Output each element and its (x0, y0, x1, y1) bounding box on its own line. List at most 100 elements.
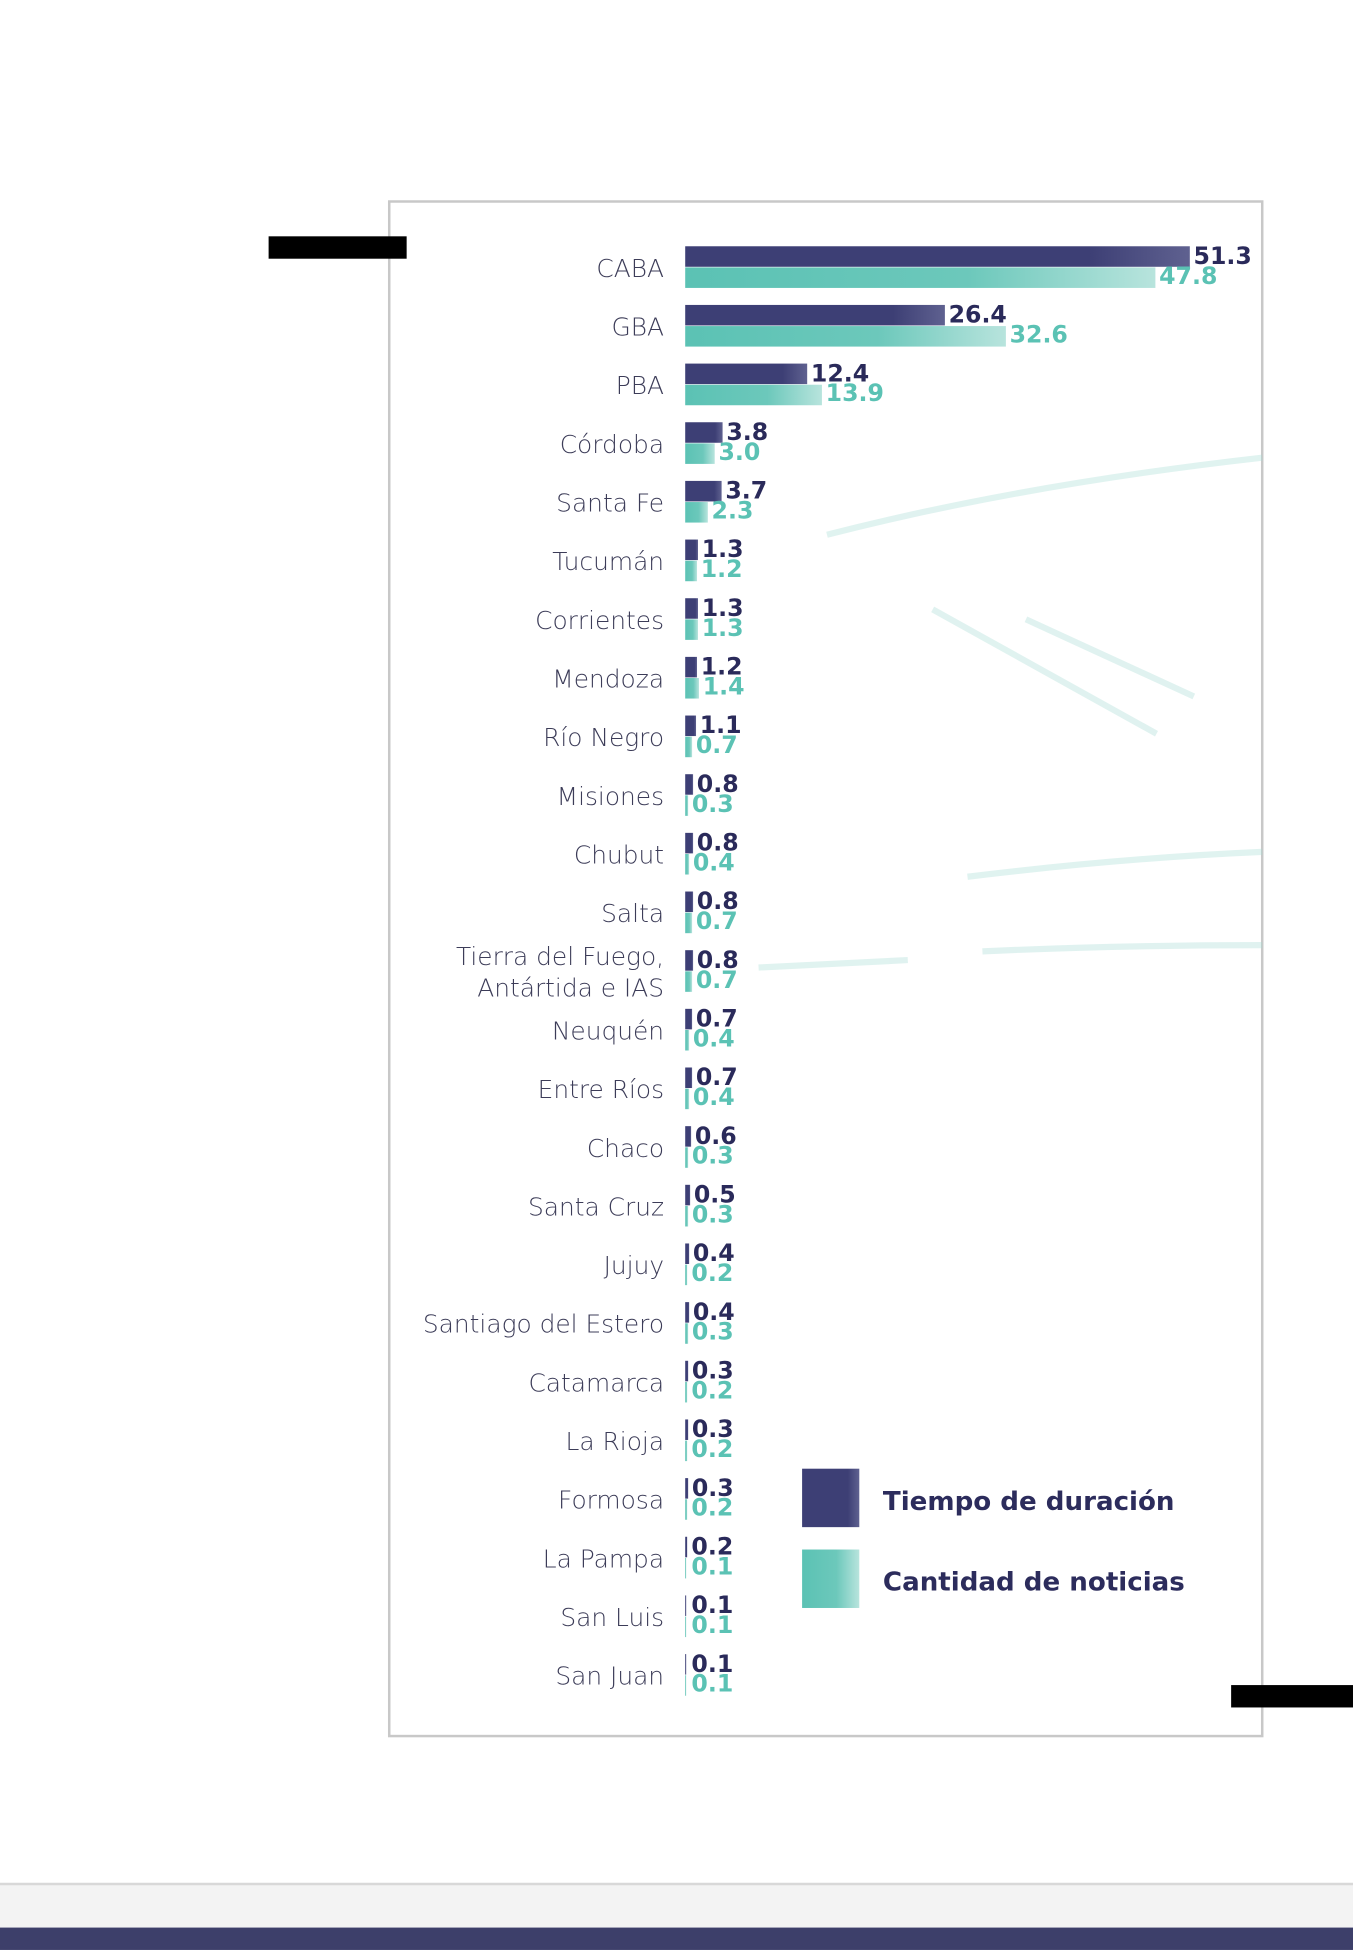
category-label: Córdoba (560, 430, 664, 459)
category-label: Tierra del Fuego, Antártida e IAS (456, 942, 664, 1002)
value-label: 0.2 (691, 1435, 733, 1463)
bar (685, 480, 722, 502)
bar (685, 1595, 687, 1616)
value-label: 1.3 (702, 535, 744, 563)
category-label: Santiago del Estero (423, 1310, 664, 1339)
value-label: 12.4 (811, 359, 869, 387)
bar (685, 774, 694, 795)
bar (685, 246, 1190, 267)
bar (685, 1536, 688, 1558)
category-label: San Juan (555, 1662, 664, 1691)
bar (685, 539, 698, 561)
bar (685, 1302, 690, 1323)
bar (685, 422, 723, 443)
value-label: 0.3 (692, 1142, 734, 1170)
bar (685, 1360, 689, 1382)
bar (685, 1499, 688, 1520)
value-label: 1.2 (701, 653, 743, 681)
value-label: 0.2 (691, 1376, 733, 1404)
value-label: 13.9 (826, 379, 884, 407)
value-label: 1.3 (702, 594, 744, 622)
value-label: 0.4 (693, 1298, 735, 1326)
value-label: 0.4 (693, 848, 735, 876)
value-label: 1.1 (700, 711, 742, 739)
bar (685, 971, 693, 992)
bar (685, 1440, 688, 1462)
value-label: 0.7 (696, 731, 738, 759)
bar (685, 1088, 690, 1110)
bar (685, 656, 698, 678)
value-label: 0.1 (691, 1670, 733, 1698)
category-label: La Pampa (543, 1544, 664, 1573)
bar (685, 1147, 689, 1168)
bar (685, 832, 694, 854)
value-label: 0.7 (696, 1005, 738, 1033)
value-label: 0.3 (692, 1474, 734, 1502)
bar (685, 1126, 692, 1147)
value-label: 0.3 (692, 1200, 734, 1228)
bar (685, 1008, 693, 1030)
value-label: 1.2 (701, 555, 743, 583)
bar (685, 560, 698, 582)
value-label: 0.1 (691, 1591, 733, 1619)
value-label: 0.3 (692, 1318, 734, 1346)
value-label: 0.2 (691, 1259, 733, 1287)
bar (685, 1675, 687, 1696)
bar (685, 854, 690, 875)
bar (685, 619, 698, 640)
value-label: 0.7 (696, 1063, 738, 1091)
legend-label: Cantidad de noticias (883, 1568, 1185, 1598)
category-label: Chaco (587, 1134, 664, 1163)
category-label: La Rioja (566, 1427, 665, 1456)
bar (685, 1478, 689, 1499)
plot: CABA 51.347.8 GBA 26.432.6 PBA 12.413.9 Córdob… (423, 242, 1252, 1698)
bar (685, 1557, 687, 1579)
value-label: 0.8 (697, 829, 739, 857)
value-label: 0.3 (692, 790, 734, 818)
value-label: 0.6 (695, 1122, 737, 1150)
bar (685, 1205, 689, 1227)
bar (685, 1654, 687, 1675)
category-label: Misiones (557, 782, 664, 811)
legend-label: Tiempo de duración (883, 1487, 1175, 1517)
bar (685, 715, 697, 737)
value-label: 32.6 (1010, 321, 1068, 349)
bar (685, 384, 822, 406)
value-label: 0.5 (694, 1181, 736, 1209)
category-label: Chubut (574, 840, 664, 869)
value-label: 0.8 (697, 946, 739, 974)
category-label: Salta (601, 899, 664, 928)
bar (685, 1184, 691, 1206)
bar (685, 1323, 689, 1344)
value-label: 0.4 (693, 1024, 735, 1052)
category-label: Formosa (558, 1486, 664, 1515)
redaction (1231, 1685, 1353, 1708)
category-label: Santa Cruz (528, 1192, 664, 1221)
bar (685, 502, 708, 523)
category-label: Catamarca (528, 1368, 664, 1397)
bar (685, 795, 689, 816)
category-label: Neuquén (552, 1016, 664, 1045)
footer-strip (0, 1927, 1353, 1950)
value-label: 51.3 (1194, 242, 1252, 270)
value-label: 0.3 (692, 1415, 734, 1443)
value-label: 0.1 (691, 1650, 733, 1678)
category-label: PBA (616, 371, 664, 400)
category-label: Entre Ríos (538, 1075, 664, 1104)
bar (685, 363, 808, 385)
bar (685, 1381, 688, 1403)
value-label: 0.4 (693, 1239, 735, 1267)
bar (685, 1616, 687, 1638)
value-label: 1.4 (703, 672, 745, 700)
value-label: 0.8 (697, 887, 739, 915)
bar (685, 1264, 688, 1286)
bar (685, 736, 693, 758)
category-label: Jujuy (604, 1251, 664, 1280)
category-label: Corrientes (535, 606, 664, 635)
category-label: Santa Fe (556, 489, 664, 518)
value-label: 0.1 (691, 1552, 733, 1580)
legend: Tiempo de duración Cantidad de noticias (802, 1468, 1185, 1608)
value-label: 0.7 (696, 966, 738, 994)
bar (685, 1243, 690, 1264)
